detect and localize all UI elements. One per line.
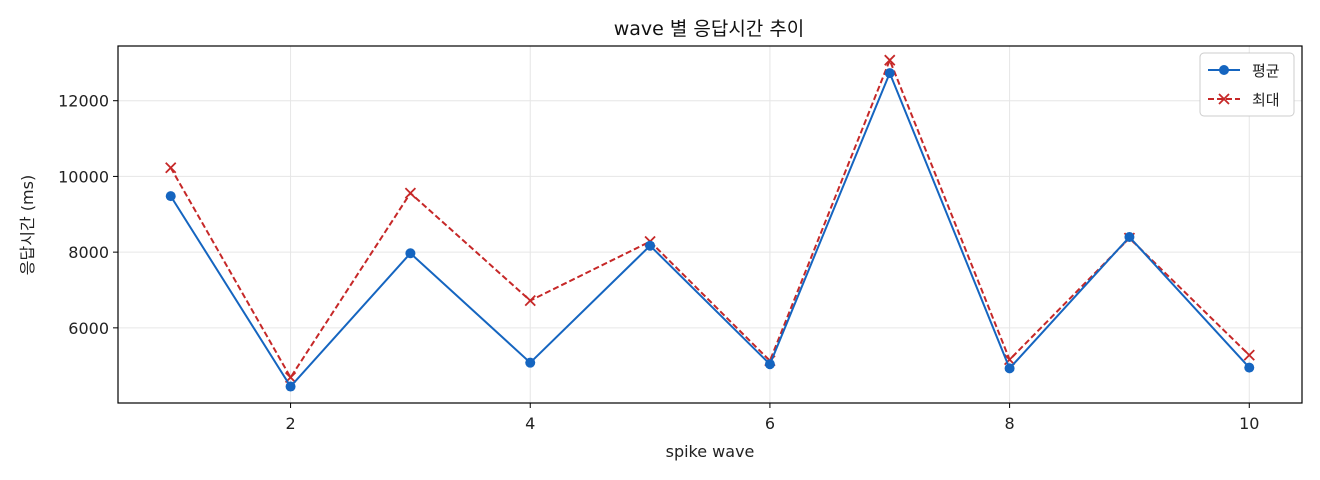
- chart-title: wave 별 응답시간 추이: [614, 18, 805, 40]
- legend-x-marker: [1218, 93, 1230, 105]
- y-tick-label: 10000: [58, 167, 109, 186]
- x-tick-label: 6: [765, 414, 775, 433]
- legend-box: [1199, 52, 1295, 117]
- series-line-max: [169, 59, 1250, 379]
- data-point-max: [165, 162, 177, 174]
- axis-ticks: 2 4 6 8 10 6000 8000 10000 12000: [58, 92, 1259, 433]
- x-stroke: [165, 162, 177, 174]
- data-point-max: [524, 294, 536, 307]
- grid-lines: [118, 46, 1302, 403]
- data-point-avg: [1124, 231, 1135, 242]
- plot-area-frame: [117, 45, 1303, 404]
- data-point-avg: [165, 191, 176, 202]
- x-tick-label: 10: [1239, 414, 1259, 433]
- legend-marker-avg: [1219, 65, 1229, 75]
- data-point-avg: [405, 248, 416, 259]
- x-axis-title: spike wave: [666, 442, 755, 461]
- legend-marker-max: [1218, 93, 1230, 105]
- series-layer: [165, 54, 1255, 392]
- x-stroke: [1243, 349, 1255, 361]
- x-stroke: [1218, 93, 1230, 105]
- data-point-avg: [285, 381, 296, 392]
- x-stroke: [1003, 354, 1016, 366]
- data-point-avg: [1004, 363, 1015, 374]
- x-tick-label: 4: [525, 414, 535, 433]
- data-point-max: [1243, 349, 1255, 361]
- x-tick-label: 8: [1005, 414, 1015, 433]
- series-avg: [165, 68, 1255, 392]
- x-stroke: [884, 54, 896, 66]
- y-tick-label: 12000: [58, 92, 109, 111]
- data-point-avg: [525, 357, 536, 368]
- data-point-max: [1003, 354, 1016, 366]
- y-tick-label: 8000: [68, 243, 109, 262]
- x-stroke: [404, 187, 417, 199]
- y-tick-label: 6000: [68, 319, 109, 338]
- legend: 평균 최대: [1199, 52, 1295, 117]
- data-point-max: [404, 187, 417, 199]
- data-point-avg: [764, 359, 775, 370]
- series-line-avg: [169, 72, 1251, 388]
- data-point-max: [884, 54, 896, 66]
- legend-label-max: 최대: [1252, 91, 1280, 109]
- data-point-avg: [884, 68, 895, 79]
- x-tick-label: 2: [285, 414, 295, 433]
- legend-label-avg: 평균: [1252, 62, 1280, 80]
- data-point-avg: [645, 240, 656, 251]
- data-point-avg: [1244, 362, 1255, 373]
- y-axis-title: 응답시간 (ms): [18, 175, 37, 275]
- x-stroke: [524, 294, 536, 307]
